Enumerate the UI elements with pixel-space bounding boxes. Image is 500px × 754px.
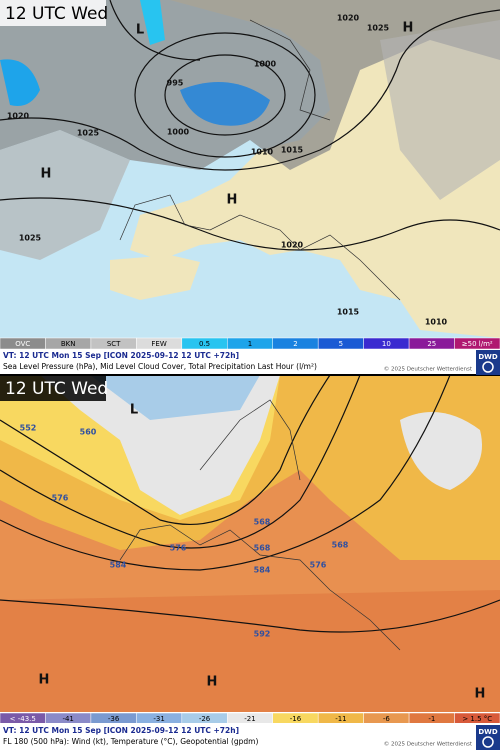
badge: 12 UTC Wed [5,4,108,24]
info-line-1: VT: 12 UTC Mon 15 Sep [ICON 2025-09-12 1… [3,726,239,735]
legend-label: ≥50 l/m² [462,340,493,348]
legend-label: 1 [248,340,252,348]
map-label: 995 [167,79,184,88]
legend-label: 2 [293,340,297,348]
map-label: 1025 [77,129,100,138]
map-label: 1020 [281,241,304,250]
legend-label: -1 [428,715,435,723]
legend-label: 25 [427,340,436,348]
legend-label: -11 [335,715,346,723]
info-line-1: VT: 12 UTC Mon 15 Sep [ICON 2025-09-12 1… [3,351,239,360]
map-label: 1000 [167,128,190,137]
map-label: 552 [20,424,37,433]
map-label: 1010 [251,148,274,157]
map-label: 576 [52,494,69,503]
map-label: 1020 [337,14,360,23]
legend-label: > 1.5 °C [462,715,492,723]
legend-label: SCT [107,340,121,348]
info-line-2: Sea Level Pressure (hPa), Mid Level Clou… [3,362,317,371]
legend-label: -31 [153,715,164,723]
logo-swirl [482,736,494,748]
legend-label: 5 [339,340,343,348]
map-label: 1025 [367,24,390,33]
map-label: H [41,167,52,182]
map-label: 592 [254,630,271,639]
legends: OVC BKN SCT FEW 0.5 1 2 5 10 25 ≥50 l/m²< -43.5 -41… [0,337,500,725]
legend-label: -41 [62,715,73,723]
map-label: 560 [80,428,97,437]
legend-label: -36 [108,715,120,723]
map-label: 1020 [7,112,30,121]
map-top [0,0,500,338]
map-label: 1010 [425,318,448,327]
legend-label: BKN [61,340,76,348]
copyright: © 2025 Deutscher Wetterdienst [384,741,473,748]
map-label: 1015 [337,308,360,317]
logo-swirl [482,361,494,373]
legend-label: FEW [151,340,166,348]
map-label: 584 [110,561,127,570]
legend-label: -6 [383,715,391,723]
map-label: 568 [332,541,349,550]
map-label: 1015 [281,146,304,155]
map-label: 568 [254,544,271,553]
map-label: H [227,193,238,208]
map-label: L [130,403,138,418]
map-label: 1000 [254,60,277,69]
badge-bg [0,0,106,26]
info-line-2: FL 180 (500 hPa): Wind (kt), Temperature… [3,737,258,746]
copyright: © 2025 Deutscher Wetterdienst [384,366,473,373]
legend-label: < -43.5 [10,715,36,723]
map-label: H [207,675,218,690]
legend-label: 0.5 [199,340,210,348]
badge: 12 UTC Wed [5,379,108,399]
legend-label: -26 [199,715,211,723]
legend-label: -16 [290,715,302,723]
map-label: H [39,673,50,688]
info-bar [0,723,500,750]
info-bar [0,349,500,375]
legend-label: 10 [382,340,391,348]
map-label: 568 [254,518,271,527]
logo: DWD [478,728,498,736]
legend-label: OVC [15,340,30,348]
logo: DWD [478,353,498,361]
map-label: H [475,687,486,702]
map-label: 1025 [19,234,42,243]
map-label: 576 [170,544,187,553]
map-label: 584 [254,566,271,575]
map-label: H [403,21,414,36]
map-label: 576 [310,561,327,570]
map-bottom [0,374,500,712]
map-label: L [136,23,144,38]
badge-bg [0,375,106,401]
legend-label: -21 [244,715,255,723]
